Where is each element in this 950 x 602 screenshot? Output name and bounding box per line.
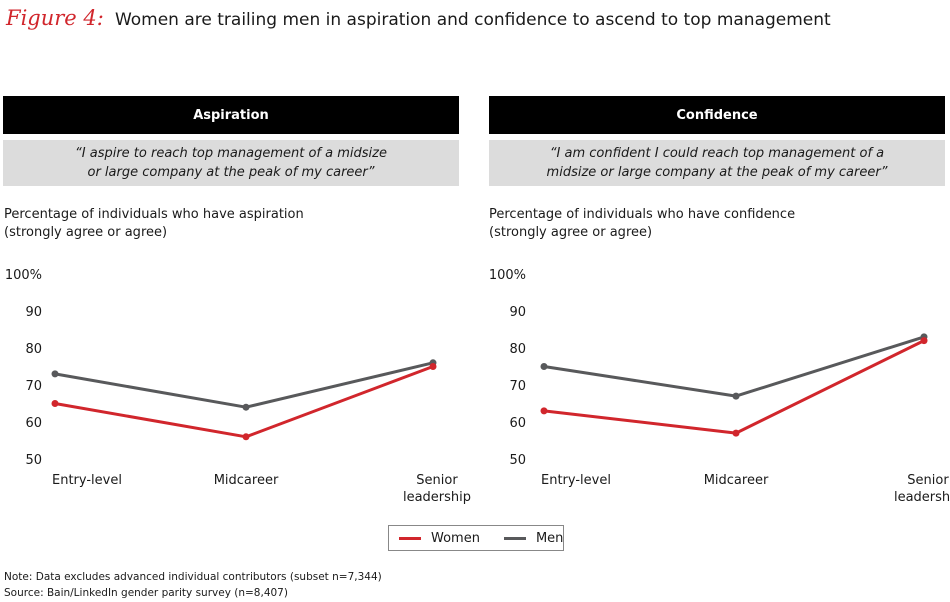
- data-point-men: [242, 403, 250, 411]
- x-tick-label: Midcareer: [214, 473, 279, 488]
- x-tick-label: leadership: [894, 490, 950, 505]
- data-point-women: [242, 433, 250, 441]
- aspiration-ylabel: Percentage of individuals who have aspir…: [4, 206, 324, 242]
- aspiration-panel: Aspiration “I aspire to reach top manage…: [3, 96, 459, 186]
- legend-item-men: Men: [503, 530, 564, 546]
- y-tick-label: 70: [25, 379, 42, 394]
- y-tick-label: 100%: [489, 268, 526, 283]
- x-tick-label: leadership: [403, 490, 471, 505]
- confidence-panel: Confidence “I am confident I could reach…: [489, 96, 945, 186]
- y-tick-label: 50: [509, 453, 526, 468]
- y-tick-label: 50: [25, 453, 42, 468]
- x-tick-label: Senior: [416, 473, 458, 488]
- aspiration-chart: 100% 90 80 70 60 50 Entry-level Midcareer Senior…: [5, 268, 471, 505]
- footnote-source: Source: Bain/LinkedIn gender parity surv…: [4, 587, 288, 599]
- y-tick-label: 60: [25, 416, 42, 431]
- footnote-note: Note: Data excludes advanced individual …: [4, 571, 382, 583]
- x-tick-label: Senior: [907, 473, 949, 488]
- data-point-women: [429, 363, 437, 370]
- confidence-ylabel-line2: (strongly agree or agree): [489, 225, 653, 240]
- aspiration-quote: “I aspire to reach top management of a m…: [3, 140, 459, 186]
- x-tick-label: Entry-level: [52, 473, 122, 488]
- y-tick-label: 80: [509, 342, 526, 357]
- data-point-women: [732, 429, 740, 437]
- legend-item-women: Women: [399, 531, 480, 546]
- figure-title: Figure 4: Women are trailing men in aspi…: [6, 6, 831, 30]
- confidence-quote-line2: midsize or large company at the peak of …: [546, 165, 888, 180]
- figure-title-text: Women are trailing men in aspiration and…: [114, 10, 831, 30]
- confidence-ylabel-line1: Percentage of individuals who have confi…: [489, 207, 796, 222]
- aspiration-quote-line2: or large company at the peak of my caree…: [87, 165, 375, 180]
- legend-swatch-men: [503, 536, 526, 540]
- y-tick-label: 70: [509, 379, 526, 394]
- series-line-men: [54, 361, 434, 409]
- y-tick-label: 90: [25, 305, 42, 320]
- data-point-women: [540, 407, 548, 415]
- legend-label-women: Women: [431, 530, 480, 546]
- data-point-men: [732, 392, 740, 400]
- series-line-men: [543, 335, 925, 398]
- confidence-quote-line1: “I am confident I could reach top manage…: [549, 146, 885, 161]
- data-point-men: [540, 363, 548, 370]
- confidence-header: Confidence: [489, 96, 945, 134]
- legend-swatch-women: [399, 536, 421, 540]
- legend-label-men: Men: [535, 530, 564, 546]
- figure-label: Figure 4:: [6, 6, 104, 30]
- aspiration-header: Aspiration: [3, 96, 459, 134]
- confidence-chart: 100% 90 80 70 60 50 Entry-level Midcareer Senior…: [489, 268, 950, 505]
- aspiration-ylabel-line1: Percentage of individuals who have aspir…: [4, 207, 304, 222]
- aspiration-ylabel-line2: (strongly agree or agree): [4, 225, 168, 240]
- y-tick-label: 90: [509, 305, 526, 320]
- data-point-men: [51, 370, 59, 378]
- confidence-ylabel: Percentage of individuals who have confi…: [489, 206, 809, 242]
- y-tick-label: 80: [25, 342, 42, 357]
- y-tick-label: 100%: [5, 268, 42, 283]
- data-point-women: [51, 400, 59, 407]
- aspiration-quote-line1: “I aspire to reach top management of a m…: [75, 146, 387, 161]
- x-tick-label: Entry-level: [541, 473, 611, 488]
- x-tick-label: Midcareer: [704, 473, 769, 488]
- legend: Women Men: [388, 525, 564, 551]
- confidence-quote: “I am confident I could reach top manage…: [489, 140, 945, 186]
- y-tick-label: 60: [509, 416, 526, 431]
- data-point-women: [920, 337, 928, 345]
